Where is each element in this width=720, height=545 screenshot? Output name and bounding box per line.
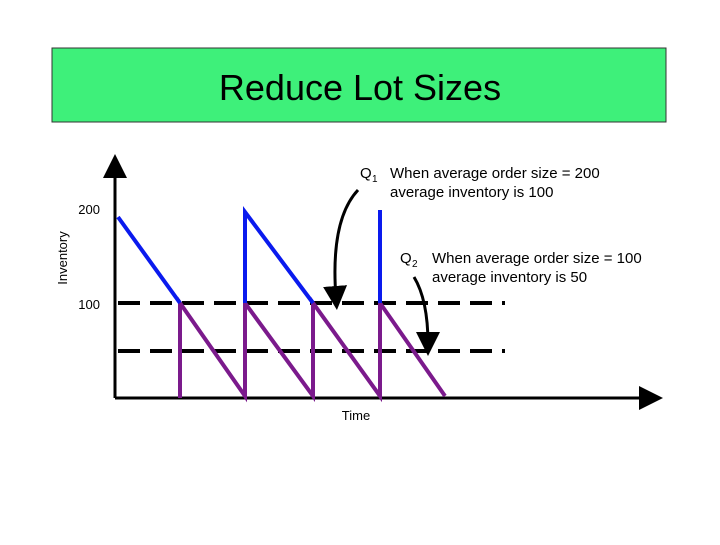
large-lot-sawtooth [116,215,182,305]
annotation-symbol: Q [400,250,412,267]
x-axis-label: Time [342,408,370,423]
annotation-subscript: 1 [372,174,378,185]
large-lot-sawtooth [243,205,315,305]
annotation-subscript: 2 [412,259,418,270]
annotation-text: average inventory is 50 [432,269,587,286]
small-lot-sawtooth [178,296,447,403]
annotation-arrow [412,276,440,356]
title: Reduce Lot Sizes [219,67,501,108]
title-box [51,47,667,123]
y-tick-label: 200 [78,202,100,217]
annotation-arrow [323,188,360,310]
y-tick-label: 100 [78,297,100,312]
annotation-symbol: Q [360,165,372,182]
annotation-text: average inventory is 100 [390,184,553,201]
annotation-text: When average order size = 200 [390,165,600,182]
y-axis-label: Inventory [55,231,70,285]
annotation-text: When average order size = 100 [432,250,642,267]
